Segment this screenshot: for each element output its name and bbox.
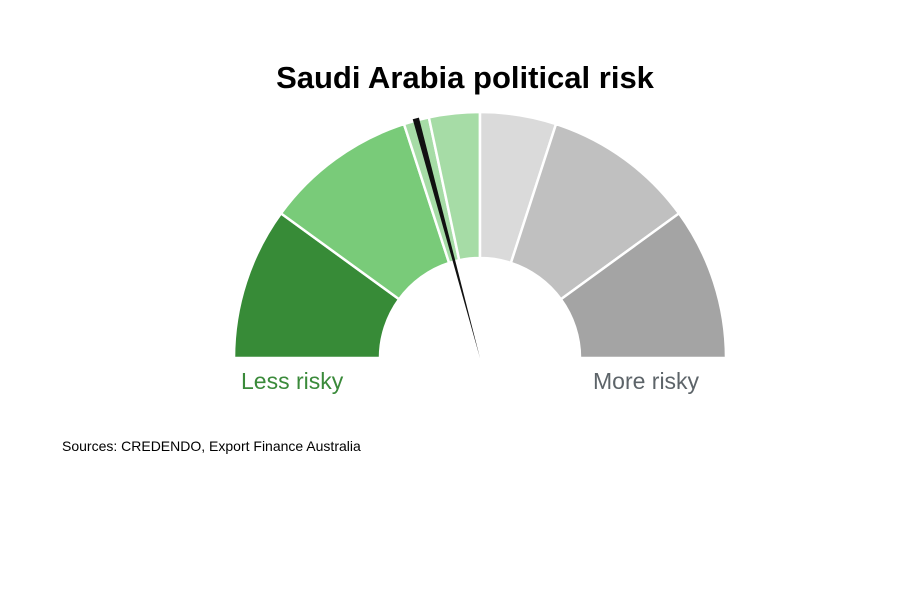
- gauge-segment-7: [559, 211, 728, 360]
- source-note: Sources: CREDENDO, Export Finance Austra…: [62, 438, 361, 454]
- chart-title: Saudi Arabia political risk: [276, 60, 654, 95]
- more-risky-label: More risky: [593, 368, 700, 394]
- less-risky-label: Less risky: [241, 368, 344, 394]
- gauge-needle: [412, 117, 480, 358]
